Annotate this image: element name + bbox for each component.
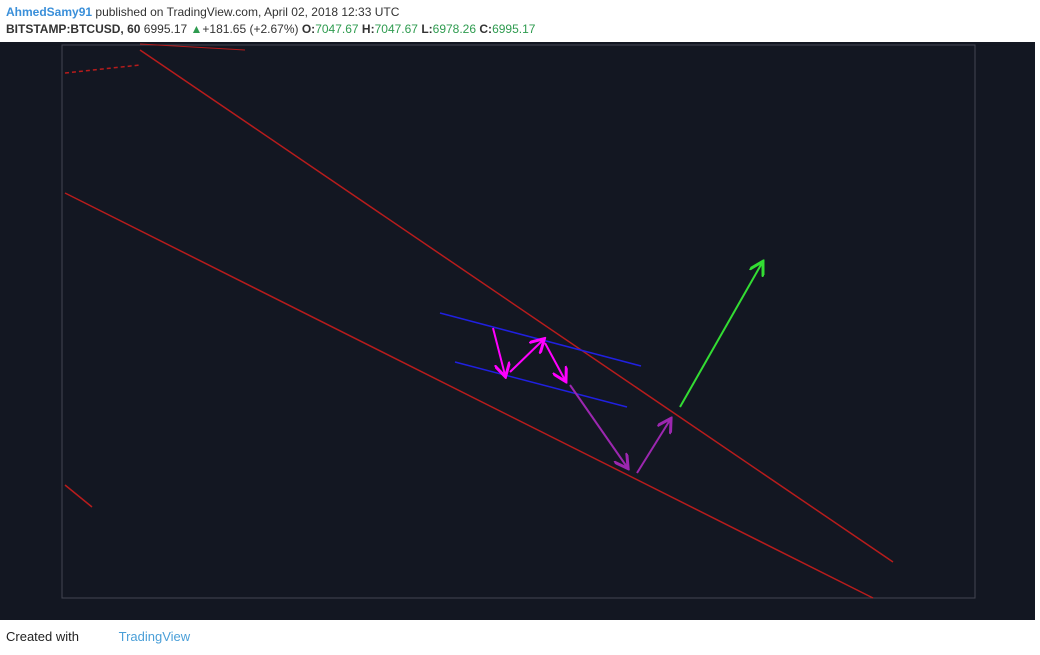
symbol: BITSTAMP:BTCUSD, 60 <box>6 22 141 36</box>
up-arrow: ▲ <box>190 22 203 36</box>
l-label: L: <box>421 22 433 36</box>
small-line <box>64 484 93 508</box>
c-label: C: <box>479 22 493 36</box>
arrows <box>492 263 762 474</box>
last: 6995.17 <box>143 22 188 36</box>
arrow <box>679 263 762 408</box>
arrow <box>636 420 670 474</box>
h-label: H: <box>361 22 375 36</box>
o-label: O: <box>301 22 316 36</box>
author[interactable]: AhmedSamy91 <box>6 5 93 19</box>
arrow <box>492 327 505 375</box>
low: 6978.26 <box>432 22 477 36</box>
open: 7047.67 <box>315 22 359 36</box>
footer: Created with TradingView <box>6 629 190 644</box>
channel-lower <box>64 192 874 599</box>
thin-line <box>139 43 246 51</box>
arrow <box>544 342 565 380</box>
channel-upper <box>139 49 894 563</box>
created: Created with <box>6 629 79 644</box>
header: AhmedSamy91 published on TradingView.com… <box>6 4 535 38</box>
wedge-lower <box>454 361 628 408</box>
dashed-line <box>64 64 141 74</box>
chart-bg <box>0 42 1035 620</box>
high: 7047.67 <box>374 22 418 36</box>
published: published on TradingView.com, April 02, … <box>95 5 400 19</box>
plot-frame <box>61 44 976 599</box>
arrow <box>509 340 543 373</box>
brand[interactable]: TradingView <box>118 629 191 644</box>
change: +181.65 (+2.67%) <box>202 22 299 36</box>
drawings <box>64 43 894 599</box>
arrow <box>569 384 627 467</box>
chart <box>0 42 1035 620</box>
close: 6995.17 <box>492 22 536 36</box>
